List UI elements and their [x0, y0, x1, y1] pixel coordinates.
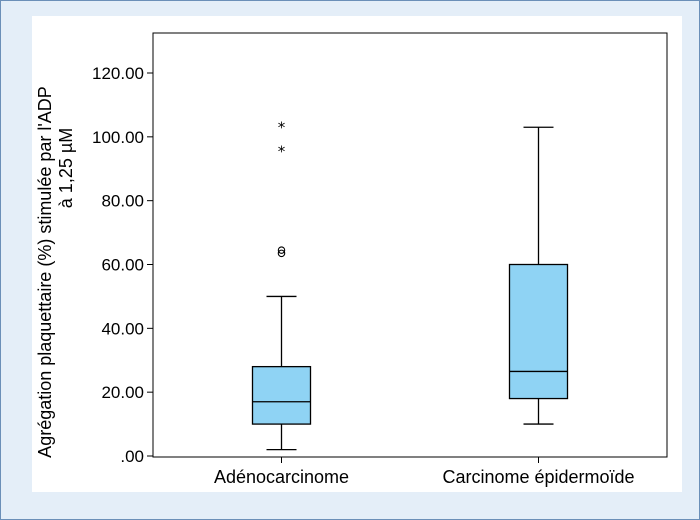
outlier-star: * — [278, 143, 286, 161]
x-tick-label: Carcinome épidermoïde — [442, 467, 634, 487]
x-tick-label: Adénocarcinome — [214, 467, 349, 487]
y-tick-label: 20.00 — [101, 383, 144, 402]
outlier-circle — [277, 249, 286, 258]
x-axis: Adénocarcinome Carcinome épidermoïde — [214, 457, 635, 487]
y-tick-label: 100.00 — [92, 128, 144, 147]
iqr-box — [508, 263, 569, 400]
outlier-circle — [277, 246, 286, 254]
boxes-group: ** — [251, 119, 569, 451]
y-axis-label-line2: à 1,25 µM — [56, 128, 76, 208]
box-1 — [508, 126, 569, 425]
box-0: ** — [251, 119, 312, 451]
y-tick-label: 40.00 — [101, 319, 144, 338]
y-tick-label: 60.00 — [101, 256, 144, 275]
outlier-star: * — [278, 119, 286, 137]
y-tick-label: .00 — [120, 447, 144, 466]
plot-area — [152, 32, 668, 458]
y-axis-label-line1: Agrégation plaquettaire (%) stimulée par… — [35, 86, 55, 458]
y-tick-label: 120.00 — [92, 64, 144, 83]
y-axis: .00 20.00 40.00 60.00 80.00 100.00 120.00 — [92, 64, 153, 466]
y-tick-label: 80.00 — [101, 192, 144, 211]
iqr-box — [251, 365, 312, 425]
chart-panel — [32, 16, 682, 492]
